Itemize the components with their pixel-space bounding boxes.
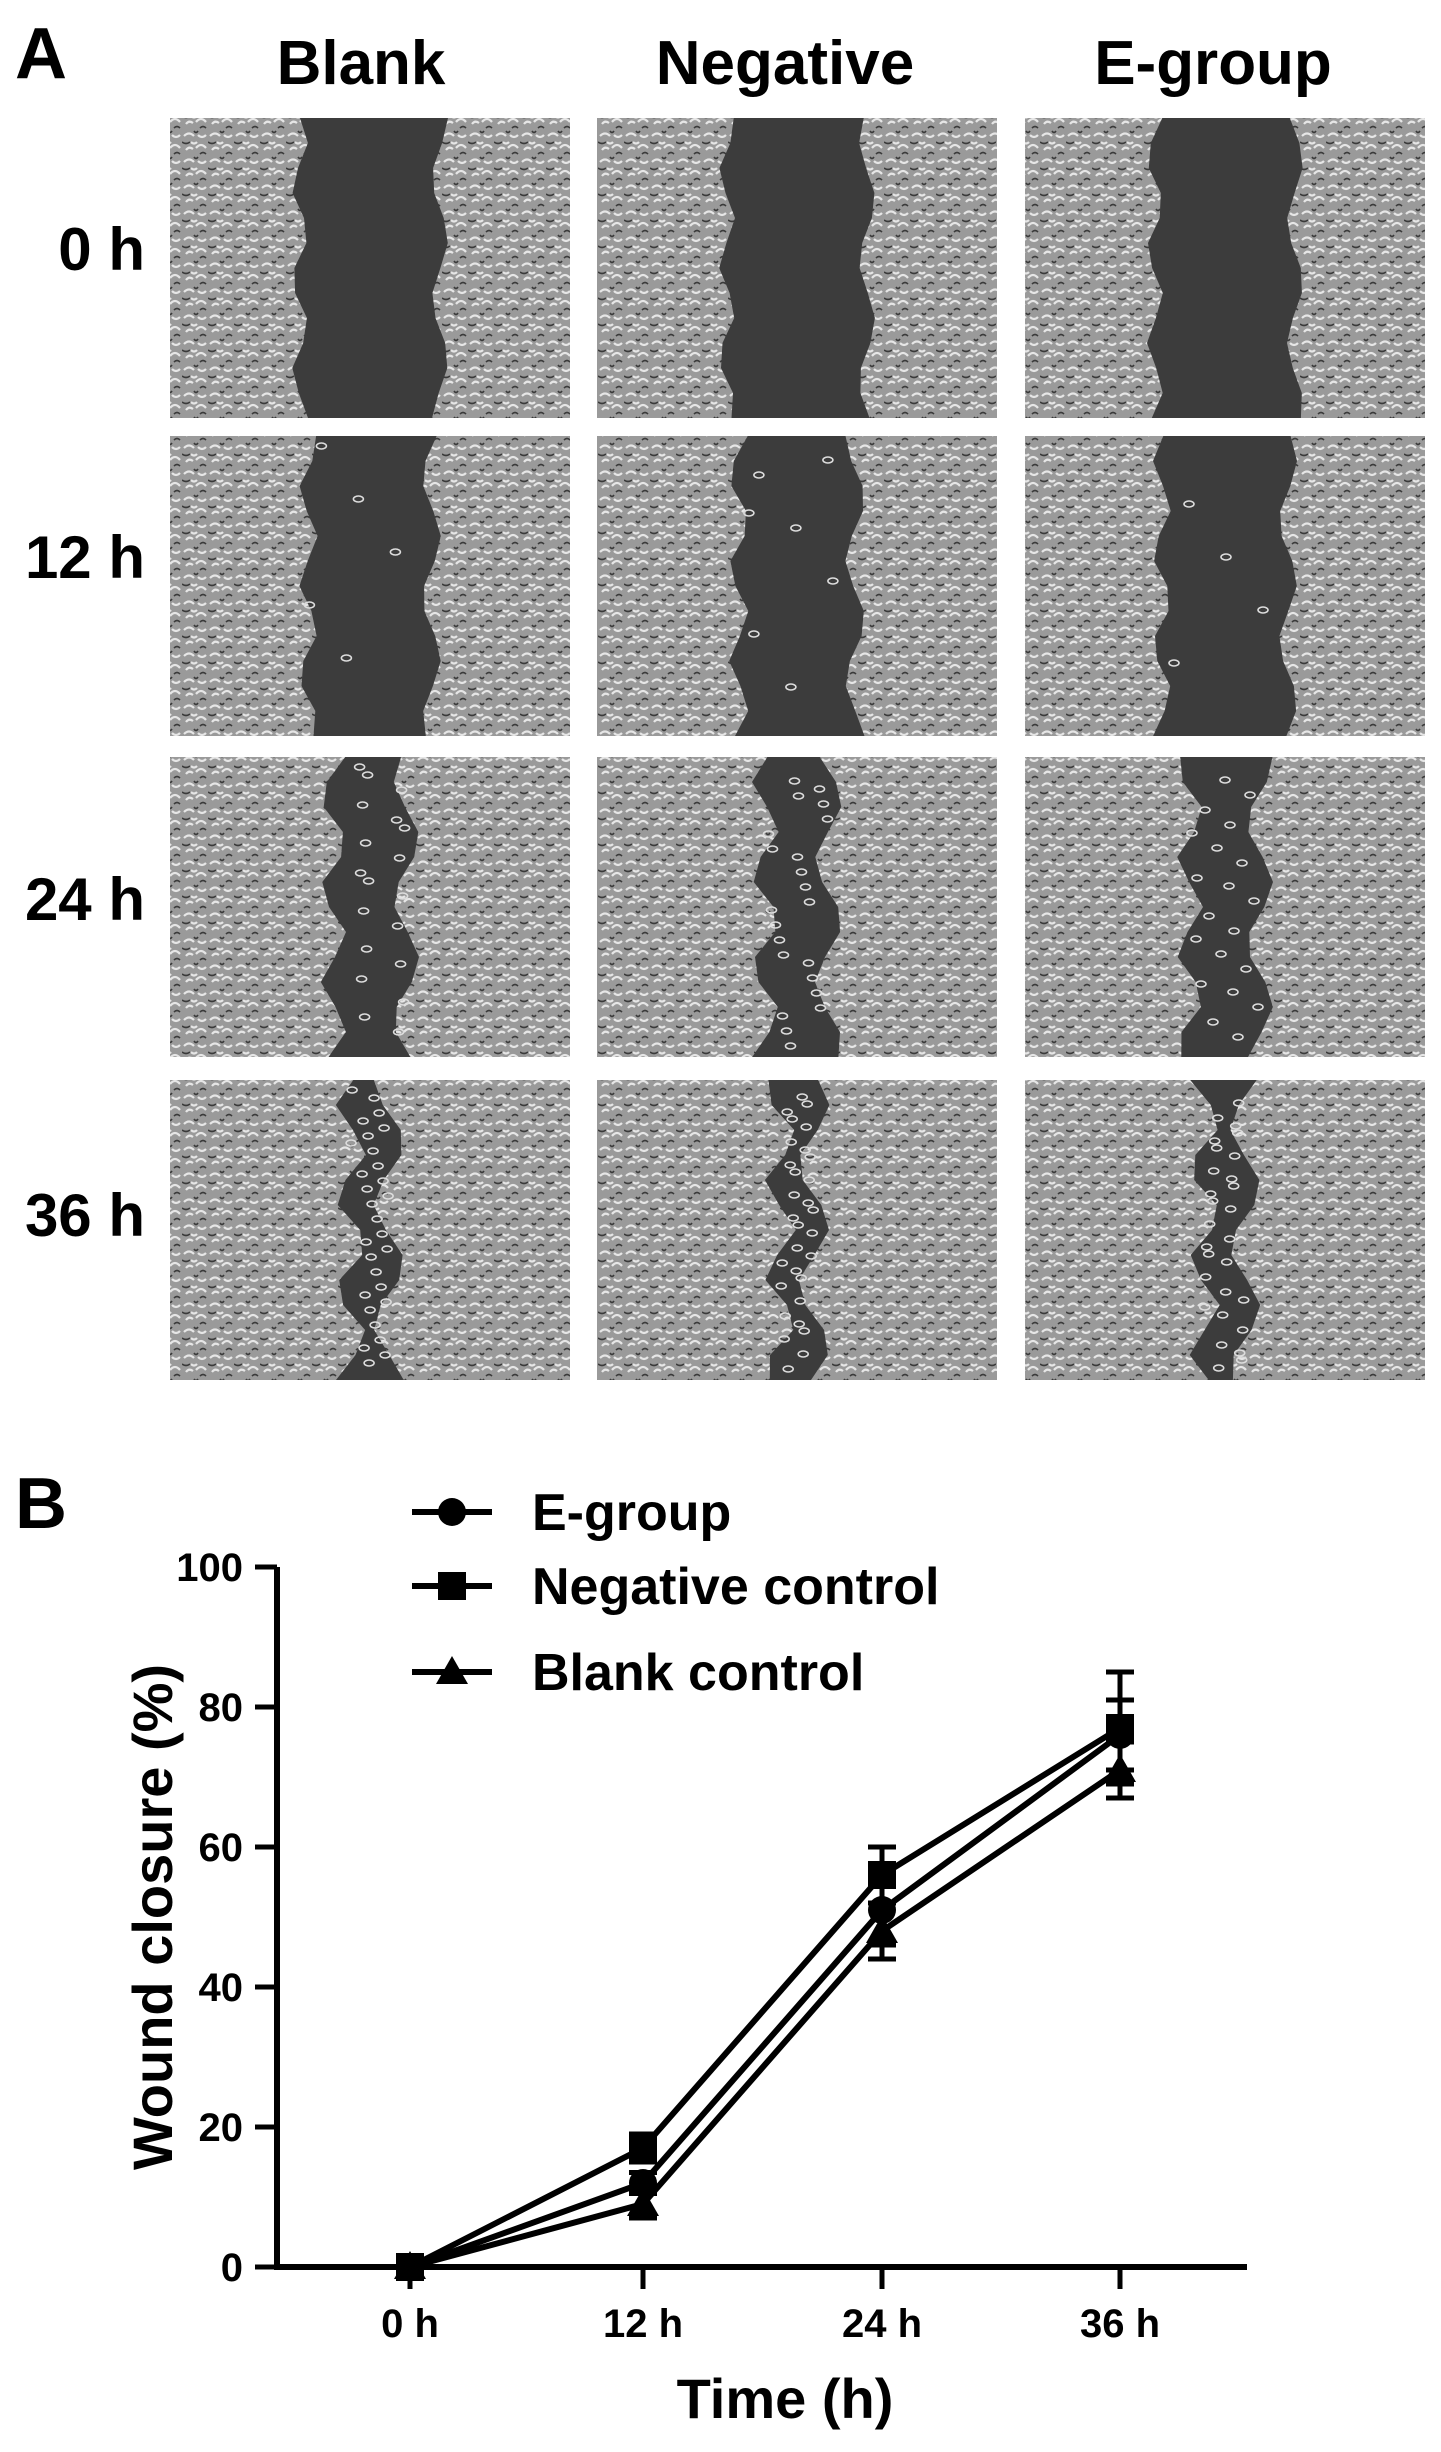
legend-label-blank-control: Blank control [532,1644,864,1702]
micrograph-blank-24h [170,757,570,1057]
x-tick-label: 36 h [1080,2302,1160,2346]
micrograph-grid [170,118,1425,1380]
x-tick-label: 0 h [381,2302,439,2346]
legend-item-negative-control: Negative control [412,1558,939,1616]
y-tick-label: 40 [199,1966,244,2010]
column-header-negative: Negative [656,29,914,98]
chart-legend: E-group Negative control Blank control [412,1484,939,1702]
series-negative-control [396,1669,1134,2281]
panel-a: A Blank Negative E-group 0 h 12 h 24 h 3… [15,14,1425,1380]
wound-gap [1177,757,1273,1057]
legend-marker-negative-control [438,1572,466,1600]
micrograph-blank-12h [170,436,570,736]
series-line-blank-control [409,1767,1122,2270]
y-tick-label: 100 [176,1546,243,1590]
column-headers: Blank Negative E-group [277,29,1332,98]
wound-gap [1153,436,1297,736]
panel-a-label: A [15,14,67,94]
x-tick-label: 24 h [842,2302,922,2346]
legend-marker-e-group [438,1498,466,1526]
y-tick-label: 0 [221,2246,243,2290]
micrograph-negative-36h [597,1080,997,1380]
y-tick-label: 20 [199,2106,244,2150]
row-label-0h: 0 h [58,216,145,283]
micrograph-e-group-24h [1025,757,1425,1057]
wound-gap [752,757,842,1057]
legend-item-blank-control: Blank control [412,1644,864,1702]
micrograph-negative-0h [597,118,997,418]
micrograph-blank-0h [170,118,570,418]
y-axis-label: Wound closure (%) [121,1664,184,2170]
micrograph-e-group-12h [1025,436,1425,736]
data-point-negative-control [629,2134,657,2162]
y-tick-label: 80 [199,1686,244,1730]
data-point-negative-control [1106,1714,1134,1742]
row-label-12h: 12 h [25,524,145,591]
panel-b: B E-group Negative control Blank control 0… [15,1464,1247,2430]
series-line-e-group [408,1732,1122,2270]
micrograph-e-group-0h [1025,118,1425,418]
series-blank-control [394,1739,1136,2279]
y-tick-label: 60 [199,1826,244,1870]
wound-gap [1147,118,1303,418]
data-point-blank-control [866,1915,898,1943]
column-header-e-group: E-group [1094,29,1332,98]
data-point-negative-control [868,1861,896,1889]
data-point-blank-control [394,2251,426,2279]
micrograph-blank-36h [170,1080,570,1380]
wound-gap [764,1080,830,1380]
data-point-blank-control [1104,1754,1136,1782]
wound-gap [292,118,448,418]
row-labels: 0 h 12 h 24 h 36 h [25,216,145,1249]
legend-marker-blank-control [436,1656,468,1684]
wound-gap [335,1080,404,1380]
micrograph-e-group-36h [1025,1080,1425,1380]
series-line-negative-control [408,1725,1122,2270]
row-label-24h: 24 h [25,866,145,933]
column-header-blank: Blank [277,29,446,98]
data-point-blank-control [627,2188,659,2216]
x-tick-label: 12 h [603,2302,683,2346]
legend-item-e-group: E-group [412,1484,731,1542]
legend-label-negative-control: Negative control [532,1558,939,1616]
row-label-36h: 36 h [25,1182,145,1249]
wound-gap [1189,1080,1261,1380]
wound-gap [719,118,875,418]
legend-label-e-group: E-group [532,1484,731,1542]
wound-gap [320,757,419,1057]
chart-axes: 0 20 40 60 80 100 0 h 12 h 24 h 36 h [176,1546,1247,2346]
panel-b-label: B [15,1464,67,1544]
micrograph-negative-12h [597,436,997,736]
wound-gap [729,436,865,736]
wound-gap [299,436,441,736]
chart-series [394,1669,1136,2281]
micrograph-negative-24h [597,757,997,1057]
x-axis-label: Time (h) [677,2367,894,2430]
